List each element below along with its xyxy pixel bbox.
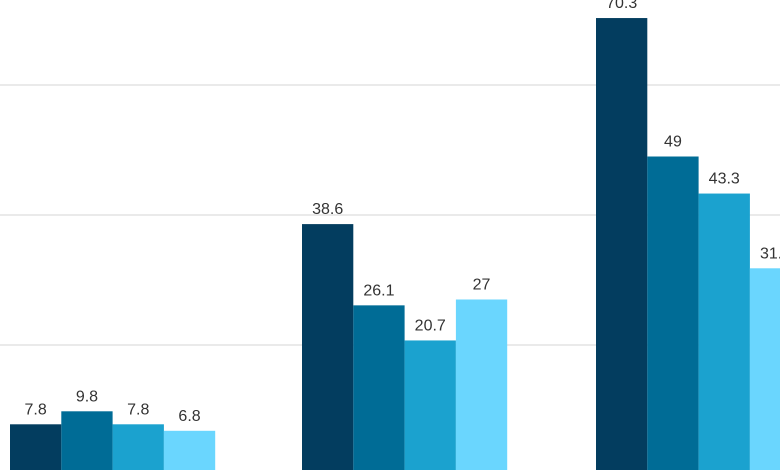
data-label: 27 [473, 277, 491, 294]
bar [455, 299, 508, 470]
bar [112, 424, 164, 470]
data-label: 26.1 [363, 282, 394, 299]
data-labels: 7.8 9.8 7.8 6.8 38.6 26.1 20.7 27 70.3 49 43.3 31.8 [25, 0, 780, 425]
data-label: 7.8 [25, 401, 47, 418]
bar [596, 18, 648, 470]
bar [404, 340, 456, 470]
data-label: 43.3 [709, 171, 740, 188]
data-label: 20.7 [415, 317, 446, 334]
bar [10, 424, 62, 470]
bar [749, 268, 780, 470]
bars [10, 18, 780, 470]
data-label: 9.8 [76, 388, 98, 405]
data-label: 49 [664, 134, 682, 151]
bar [163, 430, 216, 470]
bar [61, 411, 113, 470]
bar [353, 305, 405, 470]
data-label: 31.8 [760, 245, 780, 262]
bar [302, 224, 354, 470]
bar [698, 193, 750, 470]
data-label: 6.8 [178, 408, 200, 425]
bar [647, 156, 699, 470]
data-label: 7.8 [127, 401, 149, 418]
data-label: 38.6 [312, 201, 343, 218]
data-label: 70.3 [606, 0, 637, 12]
